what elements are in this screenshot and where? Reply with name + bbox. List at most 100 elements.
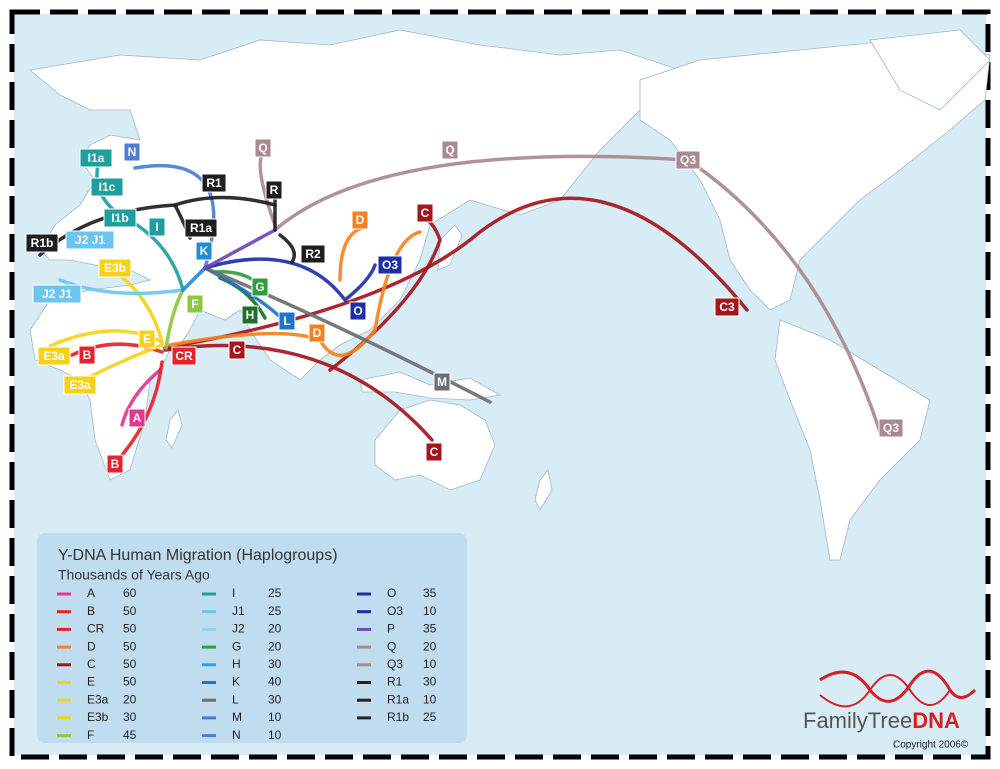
- legend-subtitle: Thousands of Years Ago: [58, 567, 210, 583]
- map-label: R2: [305, 247, 321, 261]
- new-zealand: [534, 469, 553, 511]
- map-label: J2 J1: [42, 287, 72, 301]
- map-label: D: [313, 326, 322, 340]
- label-box: [308, 323, 326, 343]
- route-a: [120, 368, 162, 427]
- legend-name: C: [87, 657, 96, 671]
- legend-name: J2: [232, 622, 245, 636]
- map-label: A: [133, 411, 142, 425]
- label-box: [79, 148, 113, 168]
- legend-value: 30: [268, 692, 282, 706]
- label-box: [201, 173, 227, 193]
- legend-value: 20: [268, 622, 282, 636]
- map-label: Q: [258, 141, 267, 155]
- label-box: [265, 180, 283, 200]
- map-label: R1a: [190, 221, 212, 235]
- map-label: B: [83, 348, 92, 362]
- map-label: D: [356, 213, 365, 227]
- legend-box: [37, 533, 467, 743]
- label-box: [65, 230, 115, 250]
- legend-title: Y-DNA Human Migration (Haplogroups): [58, 547, 338, 564]
- legend-entries: A 60 B 50 CR 50 D 50 C 50 E 50 E3a 20 E3b 30 F 45 I 25 J1 25 J…: [57, 586, 437, 742]
- legend-name: A: [87, 586, 95, 600]
- map-label: H: [246, 308, 255, 322]
- legend-value: 35: [423, 622, 437, 636]
- label-box: [675, 150, 701, 170]
- map-labels: I1a N I1c R1 Q Q Q3 R C I1b I R1a D R1b J2 J1 K R2 O3 E3b G…: [25, 138, 904, 474]
- route-j: [58, 278, 185, 296]
- label-box: [416, 203, 434, 223]
- legend-value: 10: [423, 604, 437, 618]
- label-box: [123, 142, 141, 162]
- label-box: [300, 244, 326, 264]
- map-label: R: [270, 183, 279, 197]
- legend-name: Q: [387, 639, 396, 653]
- map-label: Q3: [883, 421, 899, 435]
- legend-name: Q3: [387, 657, 403, 671]
- legend-name: O: [387, 586, 396, 600]
- label-box: [425, 442, 443, 462]
- label-box: [148, 217, 166, 237]
- legend-name: B: [87, 604, 95, 618]
- legend-name: K: [232, 675, 240, 689]
- map-label: I1b: [111, 211, 128, 225]
- route-q: [258, 153, 277, 227]
- legend-value: 20: [123, 692, 137, 706]
- continents: [29, 29, 991, 561]
- legend-value: 10: [423, 657, 437, 671]
- map-label: J2 J1: [75, 233, 105, 247]
- legend-value: 20: [268, 639, 282, 653]
- legend-value: 45: [123, 728, 137, 742]
- route-b: [113, 360, 164, 465]
- legend-name: O3: [387, 604, 403, 618]
- map-label: O: [353, 304, 362, 318]
- legend-value: 30: [268, 657, 282, 671]
- legend-name: R1a: [387, 692, 409, 706]
- label-box: [98, 258, 132, 278]
- label-box: [251, 277, 269, 297]
- legend-name: I: [232, 586, 235, 600]
- map-label: E3a: [69, 378, 91, 392]
- label-box: [377, 255, 403, 275]
- greenland: [869, 29, 991, 111]
- label-box: [106, 454, 124, 474]
- label-box: [186, 294, 204, 314]
- label-box: [441, 140, 459, 160]
- legend-value: 50: [123, 657, 137, 671]
- brand-name: FamilyTreeDNA: [803, 708, 960, 733]
- map-label: O3: [382, 258, 398, 272]
- legend-value: 10: [268, 710, 282, 724]
- map-label: B: [111, 457, 120, 471]
- map-label: C: [421, 206, 430, 220]
- madagascar: [165, 409, 183, 449]
- label-box: [278, 311, 296, 331]
- legend-value: 25: [268, 586, 282, 600]
- label-box: [714, 297, 740, 317]
- map-label: I: [155, 220, 158, 234]
- legend-name: E3a: [87, 692, 109, 706]
- label-box: [63, 375, 97, 395]
- copyright: Copyright 2006©: [893, 740, 969, 751]
- route-d: [338, 226, 364, 282]
- legend: Y-DNA Human Migration (Haplogroups) Thou…: [37, 533, 467, 743]
- route-k: [181, 266, 207, 292]
- map-label: R1: [206, 176, 222, 190]
- legend-value: 50: [123, 639, 137, 653]
- label-box: [195, 241, 213, 261]
- dna-logo: [819, 674, 951, 708]
- legend-name: H: [232, 657, 241, 671]
- label-box: [37, 346, 71, 366]
- map-label: Q: [445, 143, 454, 157]
- map-label: F: [191, 297, 198, 311]
- map-label: I1a: [88, 151, 105, 165]
- legend-name: R1b: [387, 710, 409, 724]
- brand-part: DNA: [912, 708, 960, 733]
- legend-value: 25: [268, 604, 282, 618]
- map-label: M: [437, 375, 447, 389]
- map-label: N: [128, 145, 137, 159]
- label-box: [351, 210, 369, 230]
- legend-name: N: [232, 728, 241, 742]
- legend-value: 20: [423, 639, 437, 653]
- label-box: [138, 329, 156, 349]
